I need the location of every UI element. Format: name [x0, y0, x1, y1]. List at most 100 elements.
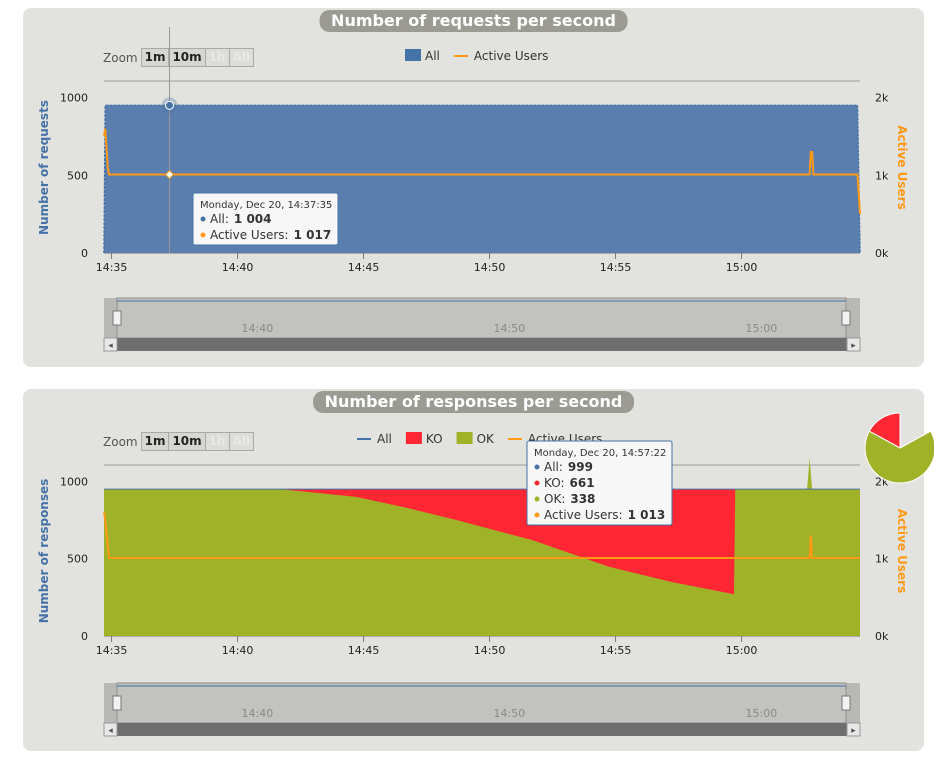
x-tick-label: 14:40 [222, 644, 254, 657]
tooltip-bullet [534, 480, 540, 486]
y2-tick-label: 0k [875, 247, 889, 260]
x-tick-label: 14:35 [96, 261, 128, 274]
tooltip-bullet [200, 216, 206, 222]
tooltip-value: 1 013 [628, 508, 666, 522]
navigator-scrollbar [104, 338, 860, 351]
tooltip-label: Active Users: [210, 228, 289, 242]
tooltip-time: Monday, Dec 20, 14:57:22 [534, 448, 666, 459]
tooltip-value: 1 017 [294, 228, 332, 242]
legend-item: Active Users [474, 49, 549, 63]
zoom-controls: Zoom 1m 10m 1h All [103, 48, 255, 67]
x-tick-label: 15:00 [726, 644, 758, 657]
tooltip-label: All: [210, 212, 229, 226]
legend-item: OK [477, 432, 495, 446]
y-axis-title: Number of requests [37, 100, 51, 235]
tooltip-bullet [534, 512, 540, 518]
legend-item: KO [426, 432, 443, 446]
tooltip-label: KO: [544, 476, 565, 490]
tooltip-label: All: [544, 460, 563, 474]
y2-axis-title: Active Users [895, 125, 909, 209]
y-tick-label: 0 [81, 630, 88, 643]
tooltip-value: 999 [568, 460, 593, 474]
zoom-label: Zoom [103, 434, 138, 449]
zoom-all-button: All [228, 48, 255, 67]
y2-tick-label: 1k [875, 553, 889, 566]
tooltip-label: OK: [544, 492, 565, 506]
navigator-scrollbar [104, 723, 860, 736]
x-tick-label: 15:00 [726, 261, 758, 274]
x-tick-label: 14:50 [474, 644, 506, 657]
series-active-users-line [103, 128, 861, 215]
scroll-left-arrow-icon: ◂ [108, 726, 113, 736]
navigator-window [116, 297, 847, 339]
y-tick-label: 0 [81, 247, 88, 260]
x-tick-label: 14:40 [222, 261, 254, 274]
legend-symbol [405, 432, 422, 444]
navigator-window [116, 682, 847, 724]
navigator-left-handle [112, 695, 122, 711]
requests-chart: 0 500 1000 0k 1k 2k 14:35 14:40 14:45 14:50 14:55 1… [37, 27, 909, 352]
tooltip-value: 661 [570, 476, 595, 490]
hover-marker-all [165, 100, 175, 110]
scroll-right-arrow-icon: ▸ [851, 341, 856, 351]
scroll-right-button [846, 722, 861, 737]
pie-slice-ok [864, 430, 934, 484]
x-tick-label: 14:45 [348, 644, 380, 657]
y-tick-label: 1000 [60, 92, 88, 105]
navigator-tick-label: 14:40 [242, 322, 274, 335]
tooltip-bullet [534, 496, 540, 502]
series-active-users-line [103, 512, 860, 559]
navigator-right-handle [841, 310, 851, 326]
legend-symbol [456, 432, 473, 444]
tooltip-box [192, 192, 339, 246]
chart-title: Number of responses per second [312, 391, 635, 413]
y-tick-label: 500 [67, 553, 88, 566]
scroll-right-button [846, 337, 861, 352]
y2-tick-label: 0k [875, 630, 889, 643]
scroll-right-arrow-icon: ▸ [851, 726, 856, 736]
zoom-controls: Zoom 1m 10m 1h All [103, 432, 255, 451]
legend-item: All [425, 49, 440, 63]
y-tick-label: 1000 [60, 475, 88, 488]
zoom-1h-button: 1h [204, 48, 230, 67]
zoom-1m-button[interactable]: 1m [140, 432, 170, 451]
x-tick-label: 14:35 [96, 644, 128, 657]
navigator-right-handle [841, 695, 851, 711]
scroll-left-button [103, 337, 118, 352]
series-ok-area [104, 458, 860, 636]
hover-marker-active-users [164, 169, 175, 180]
zoom-all-button: All [228, 432, 255, 451]
legend-item: All [377, 432, 392, 446]
x-tick-label: 14:55 [600, 261, 632, 274]
navigator-tick-label: 15:00 [746, 322, 778, 335]
y-tick-label: 500 [67, 169, 88, 182]
y2-tick-label: 2k [875, 92, 889, 105]
navigator-left-handle [112, 310, 122, 326]
legend-symbol [405, 49, 421, 61]
ok-ko-pie-chart [864, 412, 934, 484]
chart-title: Number of requests per second [319, 10, 628, 32]
scroll-left-button [103, 722, 118, 737]
navigator-tick-label: 14:50 [494, 707, 526, 720]
navigator-tick-label: 14:40 [242, 707, 274, 720]
tooltip-value: 1 004 [234, 212, 272, 226]
tooltip-bullet [200, 232, 206, 238]
tooltip-time: Monday, Dec 20, 14:37:35 [200, 200, 332, 211]
y2-axis-title: Active Users [895, 509, 909, 593]
y2-tick-label: 1k [875, 169, 889, 182]
tooltip-value: 338 [570, 492, 595, 506]
scroll-left-arrow-icon: ◂ [108, 341, 113, 351]
navigator-tick-label: 14:50 [494, 322, 526, 335]
navigator-tick-label: 15:00 [746, 707, 778, 720]
x-tick-label: 14:55 [600, 644, 632, 657]
y-axis-title: Number of responses [37, 479, 51, 624]
zoom-10m-button[interactable]: 10m [168, 432, 206, 451]
x-tick-label: 14:50 [474, 261, 506, 274]
zoom-label: Zoom [103, 50, 138, 65]
tooltip-bullet [534, 464, 540, 470]
tooltip-label: Active Users: [544, 508, 623, 522]
zoom-1h-button: 1h [204, 432, 230, 451]
x-tick-label: 14:45 [348, 261, 380, 274]
tooltip-box [526, 440, 673, 526]
